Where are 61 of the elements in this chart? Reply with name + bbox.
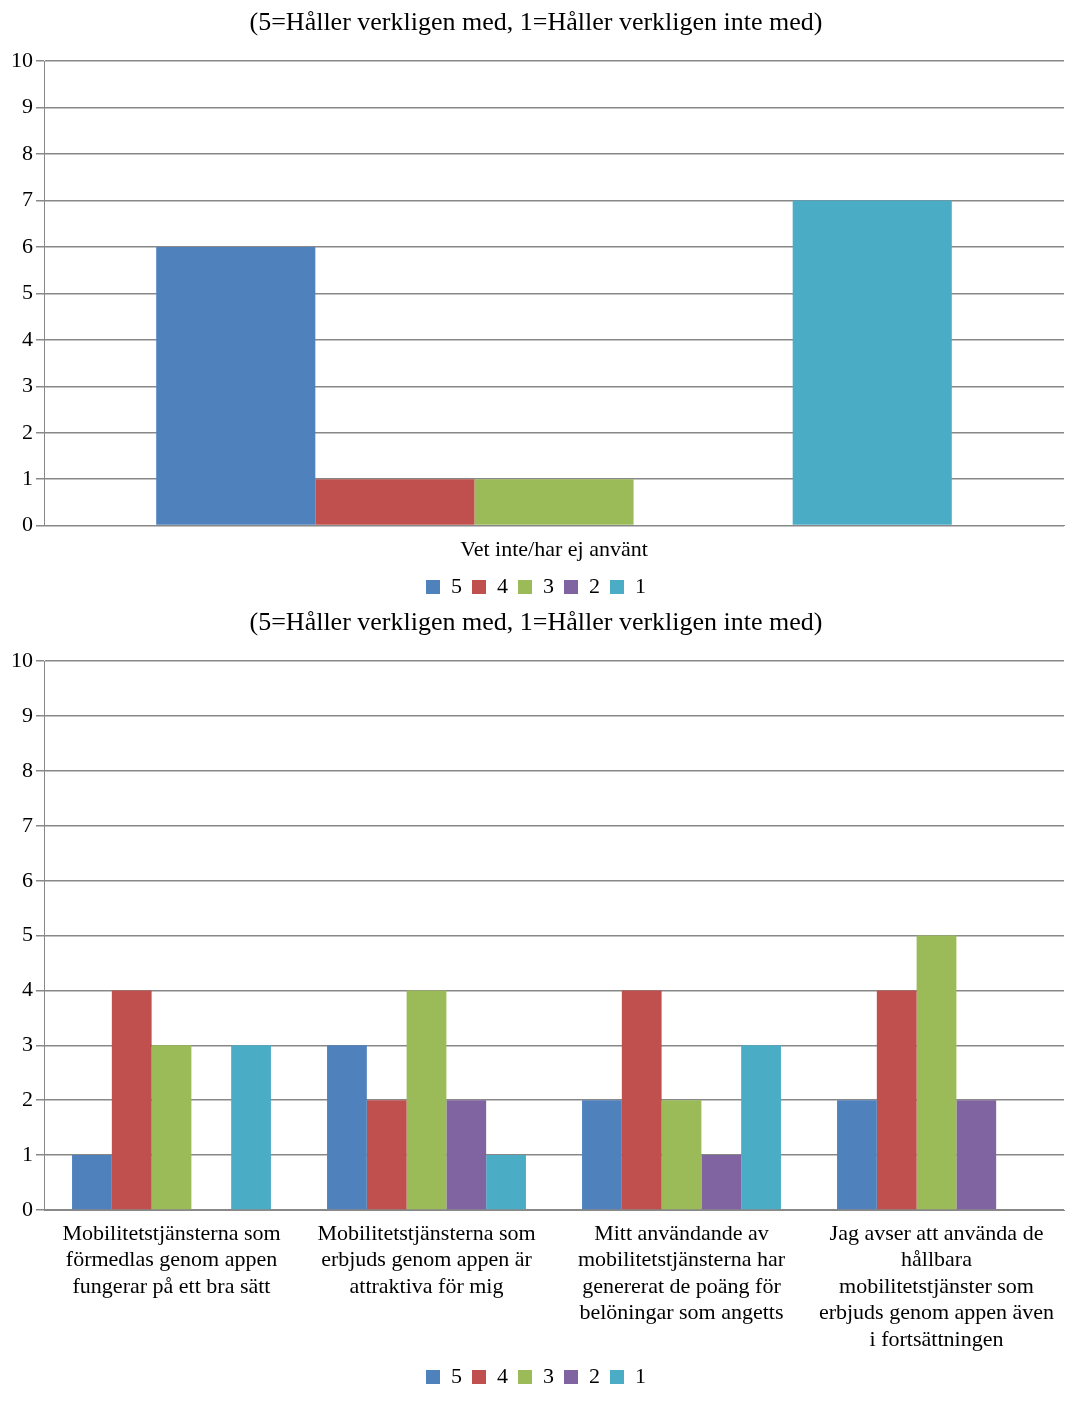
y-tick-label: 10 <box>11 646 33 672</box>
x-tick-label: Mobilitetstjänsterna som förmedlas genom appen fungerar på ett bra sätt <box>62 1219 281 1298</box>
legend-label: 2 <box>589 1362 600 1388</box>
legend-label: 5 <box>451 1362 462 1388</box>
y-tick-label: 2 <box>22 418 33 444</box>
y-tick-label: 8 <box>22 756 33 782</box>
y-tick-label: 4 <box>22 976 33 1002</box>
y-tick-label: 7 <box>22 811 33 837</box>
x-tick-label: Mobilitetstjänsterna som erbjuds genom appen är attraktiva för mig <box>317 1219 536 1298</box>
bar <box>956 1100 997 1210</box>
bar <box>156 246 316 525</box>
bar <box>366 1100 407 1210</box>
bar <box>582 1100 622 1210</box>
legend-label: 3 <box>543 1362 554 1388</box>
x-tick-label: Jag avser att använda de hållbara mobilitetstjänster som erbjuds genom appen även i fortsättningen <box>818 1219 1055 1351</box>
bar <box>446 1100 487 1210</box>
y-tick-label: 4 <box>22 325 33 351</box>
bar <box>474 479 634 525</box>
bar <box>486 1155 526 1210</box>
y-tick-label: 2 <box>22 1086 33 1112</box>
bar <box>151 1045 192 1210</box>
legend-label: 4 <box>497 1362 508 1388</box>
bar <box>406 990 447 1210</box>
bar <box>916 935 957 1210</box>
y-tick-label: 0 <box>22 1195 33 1221</box>
bar <box>327 1045 367 1210</box>
y-tick-label: 3 <box>22 1031 33 1057</box>
chart-title: (5=Håller verkligen med, 1=Håller verkligen inte med) <box>249 7 823 37</box>
bar <box>837 1100 877 1210</box>
y-tick-label: 1 <box>22 464 33 490</box>
y-tick-label: 8 <box>22 139 33 165</box>
y-tick-label: 1 <box>22 1140 33 1166</box>
bar <box>701 1155 742 1210</box>
bar <box>661 1100 702 1210</box>
y-tick-label: 9 <box>22 701 33 727</box>
y-tick-label: 5 <box>22 279 33 305</box>
bar <box>876 990 917 1210</box>
legend-label: 2 <box>589 572 600 598</box>
y-tick-label: 9 <box>22 93 33 119</box>
x-tick-label: Vet inte/har ej använt <box>460 535 648 561</box>
y-tick-label: 6 <box>22 232 33 258</box>
bar <box>231 1045 271 1210</box>
y-tick-label: 10 <box>11 46 33 72</box>
bar <box>741 1045 781 1210</box>
bar <box>315 479 475 525</box>
bar <box>792 200 952 525</box>
y-tick-label: 0 <box>22 511 33 537</box>
legend-label: 1 <box>635 1362 646 1388</box>
chart-title: (5=Håller verkligen med, 1=Håller verkligen inte med) <box>249 607 823 637</box>
y-tick-label: 3 <box>22 372 33 398</box>
legend-label: 4 <box>497 572 508 598</box>
legend-label: 1 <box>635 572 646 598</box>
y-tick-label: 5 <box>22 921 33 947</box>
y-tick-label: 7 <box>22 186 33 212</box>
bar <box>621 990 662 1210</box>
legend-label: 3 <box>543 572 554 598</box>
bar <box>72 1155 112 1210</box>
y-tick-label: 6 <box>22 866 33 892</box>
bar <box>111 990 152 1210</box>
legend-label: 5 <box>451 572 462 598</box>
x-tick-label: Mitt användande av mobilitetstjänsterna har genererat de poäng för belöningar som angetts <box>577 1219 786 1325</box>
